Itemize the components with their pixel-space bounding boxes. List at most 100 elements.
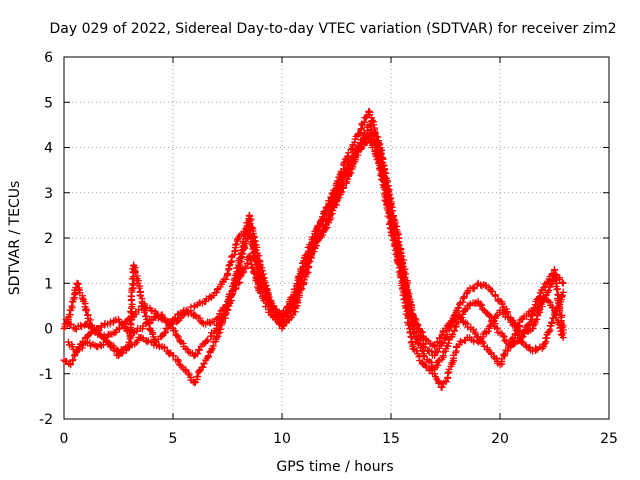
data-point bbox=[200, 359, 208, 367]
data-point bbox=[199, 363, 207, 371]
data-point bbox=[545, 328, 553, 336]
data-point bbox=[378, 153, 386, 161]
data-point bbox=[433, 338, 441, 346]
data-point bbox=[351, 152, 359, 160]
data-point bbox=[196, 346, 204, 354]
data-point bbox=[493, 324, 501, 332]
data-point bbox=[491, 291, 499, 299]
data-point bbox=[301, 252, 309, 260]
data-point bbox=[388, 216, 396, 224]
data-point bbox=[409, 345, 417, 353]
data-point bbox=[223, 270, 231, 278]
data-point bbox=[322, 225, 330, 233]
data-point bbox=[69, 356, 77, 364]
data-point bbox=[194, 372, 202, 380]
data-point bbox=[173, 332, 181, 340]
data-point bbox=[165, 350, 173, 358]
chart-title: Day 029 of 2022, Sidereal Day-to-day VTE… bbox=[50, 21, 617, 37]
data-point bbox=[130, 329, 138, 337]
y-axis-label: SDTVAR / TECUs bbox=[7, 181, 23, 296]
data-point bbox=[383, 187, 391, 195]
data-point bbox=[515, 322, 523, 330]
data-point bbox=[526, 320, 534, 328]
data-point bbox=[224, 302, 231, 310]
data-point bbox=[473, 333, 481, 341]
data-point bbox=[543, 279, 551, 287]
data-point bbox=[548, 318, 556, 326]
data-point bbox=[119, 349, 127, 357]
data-point bbox=[455, 304, 463, 312]
data-point bbox=[204, 352, 212, 360]
data-point bbox=[223, 305, 231, 313]
data-point bbox=[407, 306, 415, 314]
x-tick-label: 10 bbox=[273, 431, 291, 447]
data-point bbox=[417, 328, 425, 336]
data-point bbox=[334, 195, 342, 203]
data-point bbox=[554, 297, 562, 305]
x-tick-label: 15 bbox=[382, 431, 400, 447]
data-point bbox=[251, 255, 259, 263]
data-point bbox=[406, 298, 414, 306]
y-tick-label: 6 bbox=[44, 50, 53, 66]
data-point bbox=[266, 297, 274, 305]
x-tick-label: 20 bbox=[491, 431, 509, 447]
data-point bbox=[365, 121, 373, 129]
data-point bbox=[171, 327, 179, 335]
data-point bbox=[368, 117, 376, 125]
data-point bbox=[420, 352, 428, 360]
data-point bbox=[254, 283, 262, 291]
data-point bbox=[373, 141, 381, 149]
data-point bbox=[67, 320, 75, 328]
data-point bbox=[530, 304, 538, 312]
data-point bbox=[551, 309, 559, 317]
data-point bbox=[508, 318, 516, 326]
x-tick-label: 25 bbox=[600, 431, 618, 447]
y-tick-label: -1 bbox=[39, 367, 53, 383]
data-point bbox=[504, 347, 512, 355]
data-point bbox=[194, 350, 202, 358]
data-point bbox=[74, 280, 82, 288]
data-point bbox=[97, 322, 105, 330]
grid bbox=[64, 57, 609, 419]
data-point bbox=[140, 308, 148, 316]
data-point bbox=[545, 287, 553, 295]
data-point bbox=[529, 325, 537, 332]
data-point bbox=[345, 162, 353, 170]
data-point bbox=[559, 279, 567, 287]
y-tick-label: 2 bbox=[44, 231, 53, 247]
data-point bbox=[170, 352, 178, 360]
data-point bbox=[553, 286, 561, 294]
x-tick-label: 5 bbox=[169, 431, 178, 447]
data-point bbox=[78, 294, 86, 302]
data-point bbox=[404, 293, 412, 301]
series-arc-3 bbox=[64, 134, 567, 373]
data-point bbox=[250, 253, 258, 261]
data-point bbox=[478, 337, 486, 345]
data-point bbox=[69, 324, 77, 332]
data-point bbox=[216, 325, 224, 333]
data-point bbox=[479, 339, 487, 347]
data-point bbox=[204, 336, 212, 344]
data-point bbox=[333, 177, 341, 185]
data-point bbox=[450, 327, 458, 335]
data-point bbox=[333, 189, 340, 197]
data-point bbox=[409, 311, 417, 319]
data-point bbox=[241, 263, 249, 271]
data-point bbox=[478, 301, 486, 309]
data-point bbox=[408, 338, 416, 346]
data-point bbox=[412, 334, 420, 342]
data-point bbox=[191, 311, 199, 319]
data-point bbox=[174, 357, 182, 365]
data-point bbox=[556, 307, 564, 315]
data-point bbox=[125, 338, 133, 346]
data-point bbox=[115, 350, 123, 358]
data-point bbox=[86, 330, 94, 338]
x-tick-label: 0 bbox=[60, 431, 69, 447]
data-point bbox=[118, 321, 126, 329]
data-point bbox=[83, 321, 91, 329]
data-point bbox=[202, 337, 210, 345]
data-point bbox=[174, 356, 182, 364]
data-point bbox=[127, 319, 135, 327]
data-point bbox=[236, 254, 244, 262]
